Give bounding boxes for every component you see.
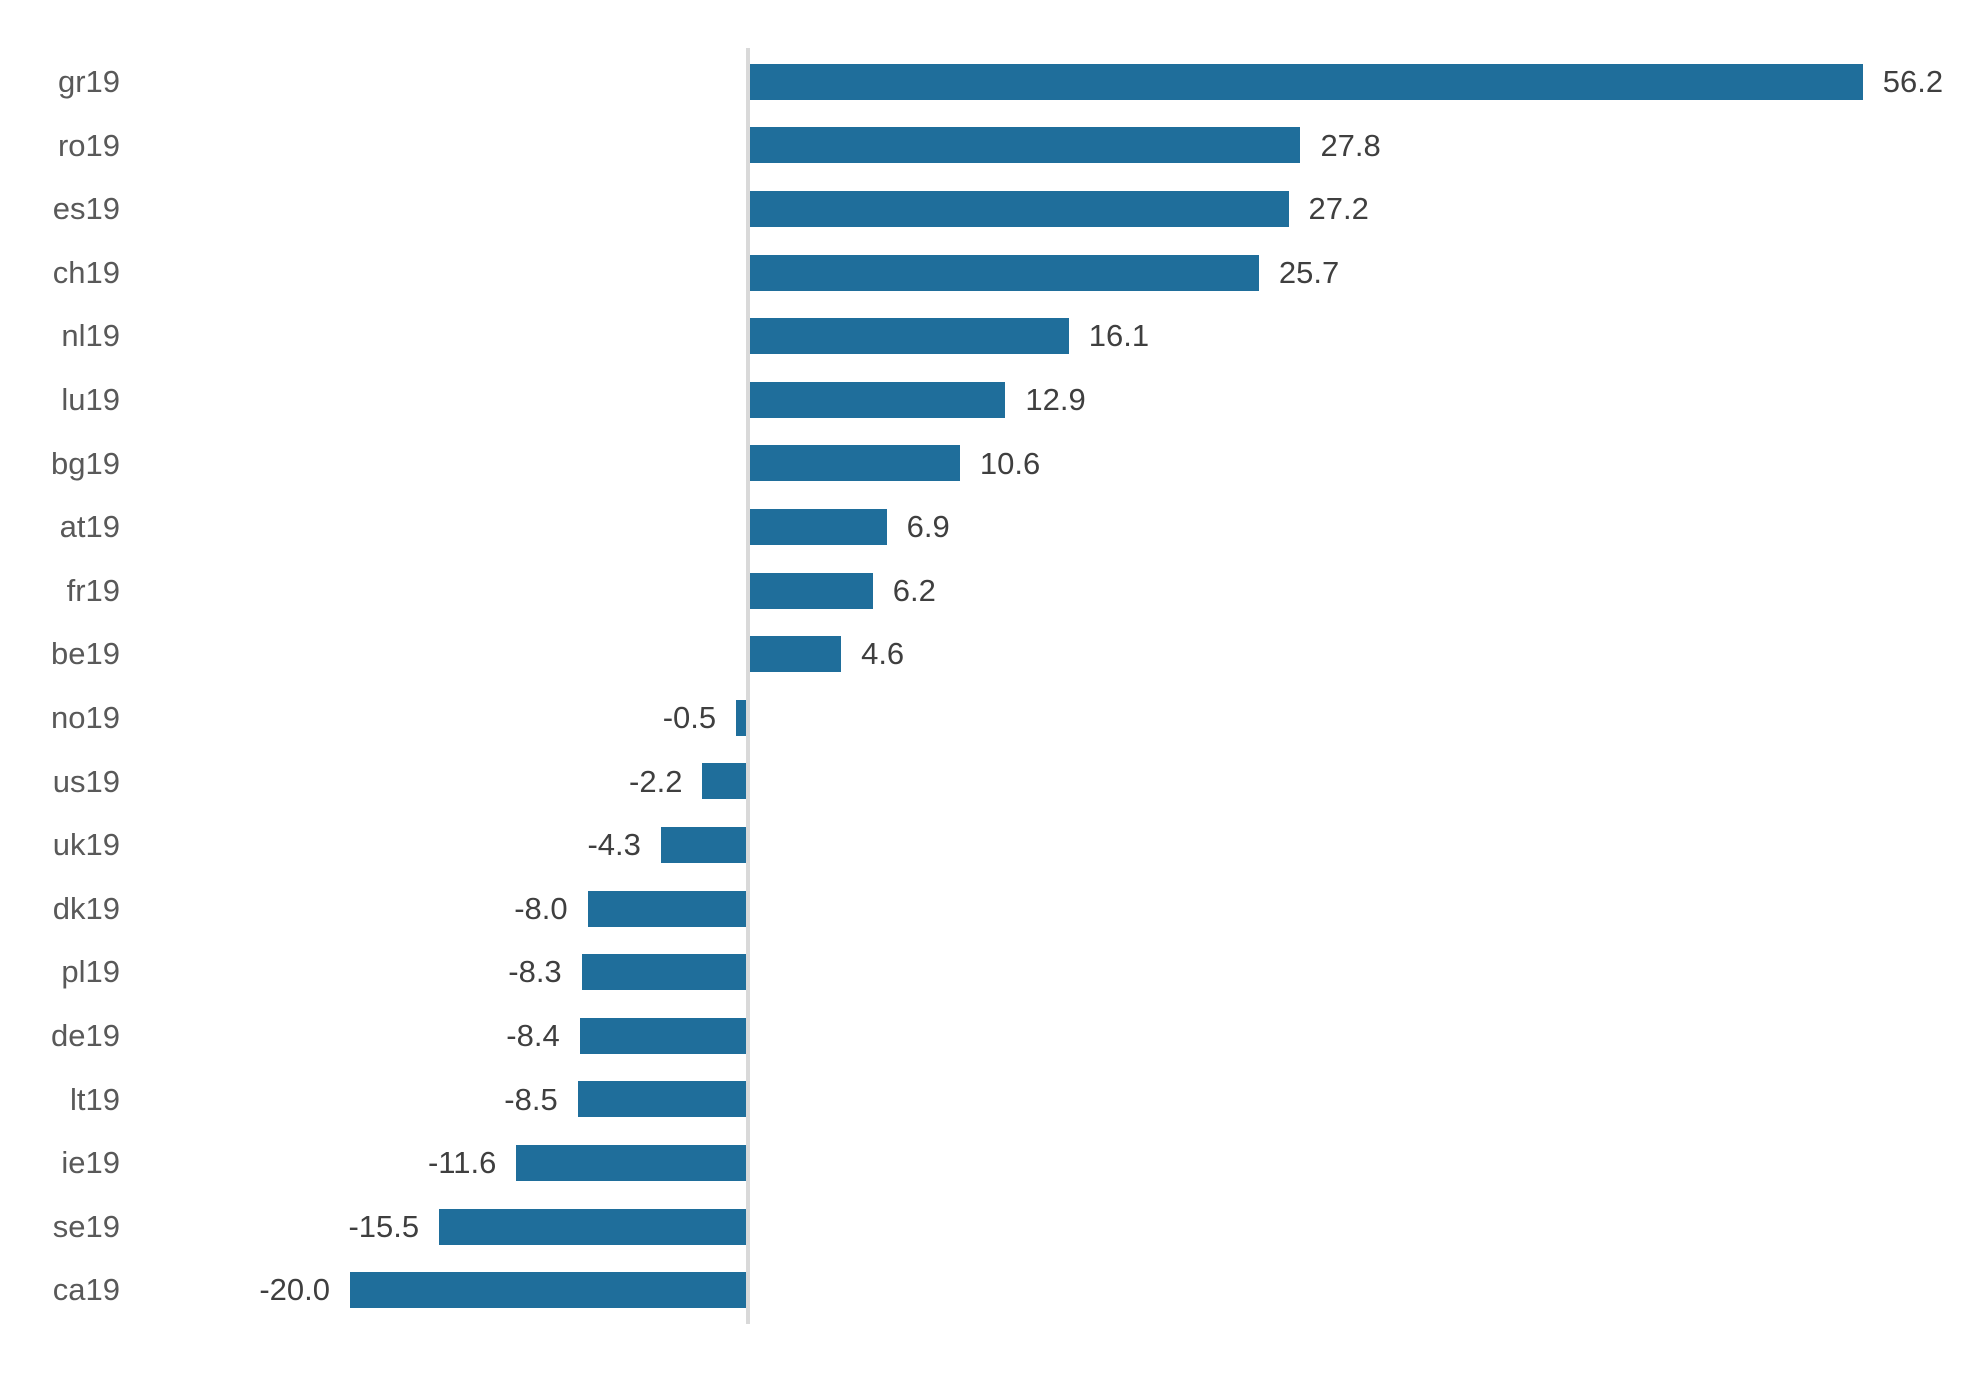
chart-row: lt19 -8.5 [0,1068,1980,1132]
bar [516,1144,746,1181]
category-label: nl19 [61,318,120,354]
bar [660,826,746,863]
value-label: -8.0 [514,890,568,926]
value-label: 27.2 [1308,191,1369,227]
zero-axis-line [746,48,750,1324]
bar [577,1081,746,1118]
category-label: lu19 [61,382,120,417]
value-label: -0.5 [662,700,717,735]
bar [750,445,960,482]
chart-row: be19 4.6 [0,622,1980,686]
bar [350,1272,746,1309]
value-label: 56.2 [1882,64,1944,99]
bar [750,190,1289,227]
bar [750,508,887,545]
bar [579,1017,746,1054]
category-label: lt19 [70,1081,120,1117]
value-label: -4.3 [587,827,641,863]
value-label: 4.6 [861,636,905,672]
category-label: dk19 [52,890,120,926]
category-label: ch19 [52,254,120,290]
chart-row: se19 -15.5 [0,1195,1980,1259]
value-label: -8.5 [504,1081,558,1117]
value-label: 27.8 [1320,127,1381,163]
chart-row: fr19 6.2 [0,559,1980,623]
category-label: at19 [59,509,120,545]
chart-row: gr19 56.2 [0,50,1980,114]
chart-row: nl19 16.1 [0,304,1980,368]
value-label: 12.9 [1025,382,1086,417]
value-label: -11.6 [427,1145,497,1181]
category-label: es19 [52,191,120,227]
chart-row: pl19 -8.3 [0,940,1980,1004]
chart-row: ch19 25.7 [0,241,1980,305]
bar [581,954,746,991]
bar [750,572,873,609]
bar [750,381,1006,418]
category-label: us19 [52,763,120,799]
bar [439,1208,746,1245]
category-label: bg19 [51,445,120,481]
category-label: be19 [51,636,120,672]
bar [750,127,1301,164]
chart-row: dk19 -8.0 [0,877,1980,941]
chart-row: ie19 -11.6 [0,1131,1980,1195]
category-label: de19 [51,1018,120,1053]
category-label: gr19 [57,64,120,99]
value-label: 6.9 [906,509,950,545]
bar [750,636,842,673]
bar [750,63,1863,100]
chart-row: no19 -0.5 [0,686,1980,750]
chart-row: uk19 -4.3 [0,813,1980,877]
value-label: -15.5 [348,1208,420,1244]
chart-row: us19 -2.2 [0,750,1980,814]
category-label: se19 [52,1208,120,1244]
bar [587,890,746,927]
bar [736,699,746,736]
value-label: -20.0 [259,1272,330,1308]
chart-row: lu19 12.9 [0,368,1980,432]
bar [750,318,1069,355]
value-label: 16.1 [1088,318,1150,354]
value-label: 6.2 [892,572,936,608]
category-label: uk19 [52,827,120,863]
value-label: -2.2 [629,763,683,799]
category-label: no19 [51,700,120,735]
bar [750,254,1259,291]
category-label: ca19 [52,1272,120,1308]
value-label: -8.3 [508,954,562,990]
chart-row: es19 27.2 [0,177,1980,241]
bar [702,763,746,800]
value-label: 25.7 [1278,254,1340,290]
chart-row: de19 -8.4 [0,1004,1980,1068]
chart-row: at19 6.9 [0,495,1980,559]
chart-row: bg19 10.6 [0,432,1980,496]
chart-row: ro19 27.8 [0,114,1980,178]
category-label: fr19 [66,572,120,608]
value-label: 10.6 [979,445,1041,481]
value-label: -8.4 [506,1018,560,1053]
category-label: ro19 [57,127,120,163]
chart-row: ca19 -20.0 [0,1258,1980,1322]
category-label: pl19 [61,954,120,990]
category-label: ie19 [61,1145,120,1181]
